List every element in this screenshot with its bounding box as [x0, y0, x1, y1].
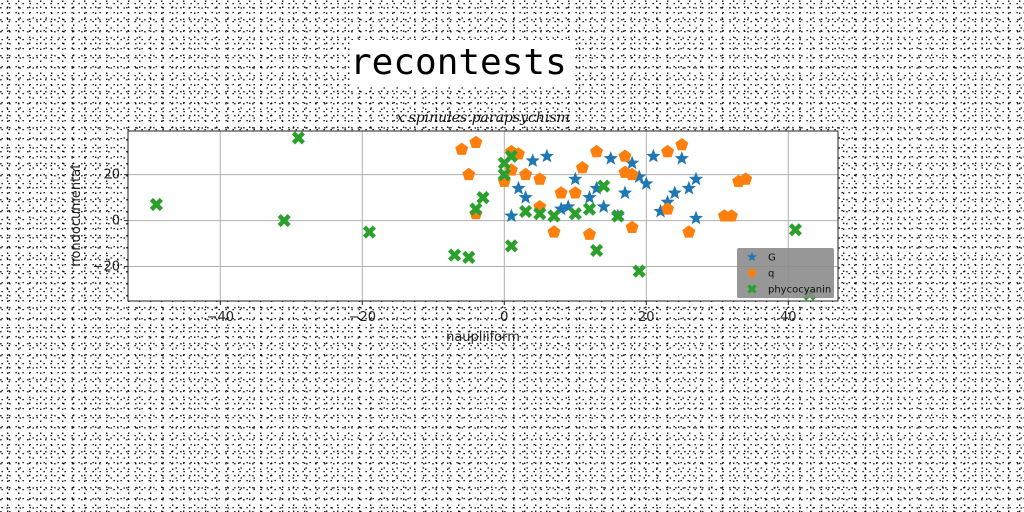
data-point-q	[725, 209, 738, 222]
data-point-phycocyanin	[149, 197, 163, 212]
chart-title: x spinules parapsychism	[396, 110, 570, 126]
data-point-q	[661, 202, 675, 215]
data-point-g	[681, 180, 696, 195]
data-point-phycocyanin	[462, 250, 476, 264]
data-point-phycocyanin	[448, 248, 462, 262]
data-point-phycocyanin	[611, 209, 625, 223]
data-point-phycocyanin	[632, 264, 646, 278]
data-point-q	[554, 186, 568, 199]
data-point-g	[596, 199, 611, 213]
data-point-phycocyanin	[788, 223, 802, 237]
legend-label: G	[768, 253, 776, 264]
x-tick-label: 20	[638, 310, 655, 325]
data-point-g	[525, 153, 540, 167]
x-tick-label: −20	[349, 310, 376, 325]
data-point-g	[589, 180, 604, 195]
y-axis-label: nondocumental	[69, 165, 84, 267]
data-point-g	[617, 185, 633, 200]
data-point-phycocyanin	[497, 168, 511, 182]
x-axis-label: naupliiform	[446, 330, 520, 345]
data-point-q	[682, 225, 696, 238]
data-point-phycocyanin	[504, 239, 518, 253]
x-tick-label: 40	[780, 310, 797, 325]
data-point-g	[504, 208, 519, 223]
data-point-phycocyanin	[362, 225, 376, 239]
data-point-g	[582, 190, 597, 204]
data-point-q	[618, 149, 632, 162]
y-tick-label: 20	[103, 168, 120, 183]
data-point-phycocyanin	[547, 209, 561, 223]
data-point-g	[539, 148, 554, 163]
data-point-phycocyanin	[568, 207, 582, 221]
legend-label: phycocyanin	[768, 285, 831, 296]
data-point-phycocyanin	[291, 131, 305, 145]
y-tick-label: −20	[93, 260, 120, 275]
legend-marker-g	[747, 251, 757, 262]
y-tick-label: 0	[112, 214, 120, 229]
data-point-g	[511, 180, 526, 195]
data-point-g	[561, 199, 576, 213]
data-point-g	[667, 185, 682, 200]
data-point-q	[547, 225, 561, 238]
data-point-phycocyanin	[533, 207, 547, 221]
data-point-g	[639, 176, 654, 190]
legend-marker-phycocyanin	[747, 284, 757, 294]
data-point-g	[688, 210, 704, 225]
data-point-q	[519, 167, 533, 181]
x-tick-label: −40	[207, 310, 234, 325]
data-point-phycocyanin	[476, 191, 490, 205]
data-point-g	[554, 201, 569, 216]
data-point-g	[674, 151, 689, 165]
data-point-q	[739, 172, 753, 185]
plot-frame	[127, 130, 839, 302]
data-point-phycocyanin	[590, 243, 604, 258]
data-point-q	[583, 227, 596, 240]
data-point-g	[646, 148, 661, 163]
legend-marker-q	[747, 268, 757, 277]
data-point-phycocyanin	[597, 179, 611, 193]
data-point-phycocyanin	[469, 202, 483, 216]
legend: Gq phycocyanin	[737, 248, 834, 298]
data-point-phycocyanin	[504, 149, 518, 163]
data-point-g	[660, 194, 675, 209]
data-point-q	[455, 142, 469, 155]
data-point-g	[632, 169, 647, 183]
data-point-q	[568, 186, 582, 199]
data-point-q	[625, 167, 639, 181]
axis-ticks: −40 −20 0 20 40 −20 0 20	[93, 168, 797, 325]
data-point-q	[462, 167, 476, 181]
data-point-q	[625, 220, 639, 233]
legend-box	[737, 248, 834, 298]
legend-label: q	[768, 269, 774, 280]
data-point-q	[469, 135, 483, 148]
data-point-g	[518, 190, 533, 204]
data-point-phycocyanin	[519, 204, 533, 218]
data-point-phycocyanin	[277, 214, 291, 228]
data-point-g	[688, 171, 704, 186]
data-point-g	[653, 203, 668, 218]
data-point-q	[675, 138, 689, 151]
data-point-phycocyanin	[582, 202, 597, 216]
data-point-g	[568, 171, 583, 186]
data-point-q	[590, 144, 604, 158]
data-point-q	[575, 161, 589, 174]
data-point-q	[533, 172, 547, 185]
data-point-g	[603, 151, 618, 165]
data-point-g	[625, 155, 640, 170]
data-point-q	[661, 144, 675, 158]
x-tick-label: 0	[500, 310, 508, 325]
page-title: recontests	[350, 40, 570, 86]
